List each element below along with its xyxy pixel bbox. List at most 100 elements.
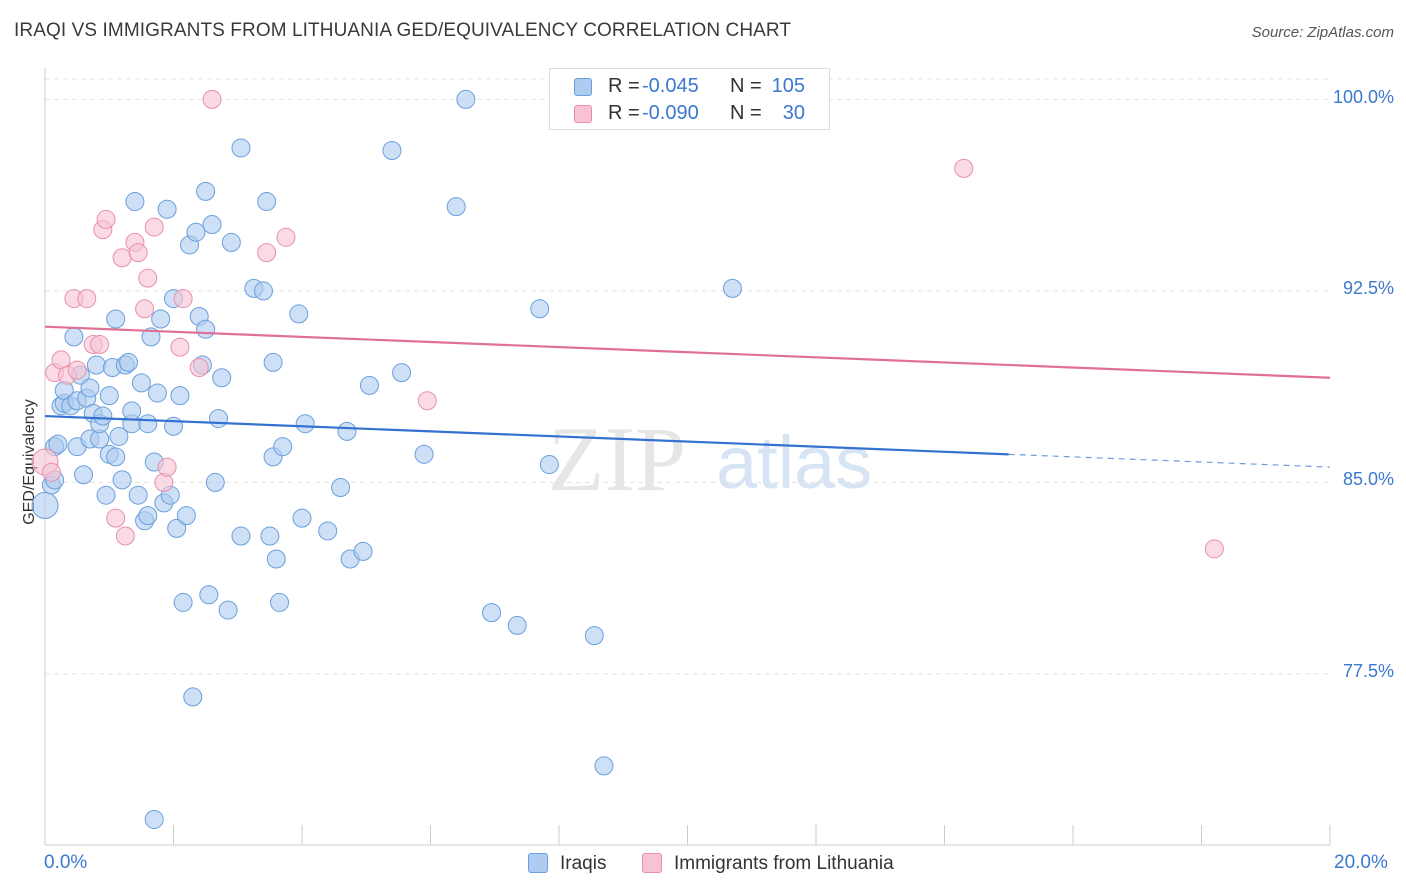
iraqis-points xyxy=(31,89,742,829)
data-point xyxy=(331,478,351,498)
data-point xyxy=(273,437,293,457)
data-point xyxy=(257,243,277,263)
data-point xyxy=(119,352,139,372)
data-point xyxy=(218,600,238,620)
data-point xyxy=(318,521,338,541)
legend-n-value: 105 xyxy=(771,75,805,97)
data-point xyxy=(196,319,216,339)
data-point xyxy=(112,470,132,490)
grid-lines xyxy=(45,78,1330,675)
data-point xyxy=(482,603,502,623)
data-point xyxy=(109,426,129,446)
chart-title: IRAQI VS IMMIGRANTS FROM LITHUANIA GED/E… xyxy=(14,20,792,41)
data-point xyxy=(170,386,190,406)
data-point xyxy=(138,506,158,526)
data-point xyxy=(147,383,167,403)
data-point xyxy=(292,508,312,528)
legend-row-iraqis: R = -0.045 N = 105 xyxy=(550,74,830,100)
source-value: ZipAtlas.com xyxy=(1307,24,1394,41)
legend-r-value: -0.090 xyxy=(642,102,699,124)
data-point xyxy=(270,592,290,612)
data-point xyxy=(112,248,132,268)
data-point xyxy=(176,506,196,526)
data-point xyxy=(41,462,61,482)
data-point xyxy=(157,457,177,477)
data-point xyxy=(530,299,550,319)
legend-r-label: R = xyxy=(608,102,640,124)
data-point xyxy=(263,352,283,372)
data-point xyxy=(141,327,161,347)
data-point xyxy=(221,232,241,252)
data-point xyxy=(337,421,357,441)
trend-line-iraqis-extension xyxy=(1008,453,1331,468)
data-point xyxy=(414,444,434,464)
trend-line-iraqis xyxy=(44,414,1009,456)
y-tick-label-100: 100.0% xyxy=(1332,87,1394,107)
watermark-zip: ZIP xyxy=(548,408,686,510)
data-point xyxy=(199,585,219,605)
data-point xyxy=(289,304,309,324)
watermark-atlas: atlas xyxy=(716,421,872,504)
data-point xyxy=(125,192,145,212)
data-point xyxy=(253,281,273,301)
legend-n-label: N = xyxy=(730,75,762,97)
data-point xyxy=(135,299,155,319)
data-point xyxy=(128,243,148,263)
data-point xyxy=(80,378,100,398)
data-point xyxy=(173,592,193,612)
data-point xyxy=(212,368,232,388)
data-point xyxy=(67,360,87,380)
legend-label-iraqis: Iraqis xyxy=(560,853,607,874)
data-point xyxy=(106,508,126,528)
lithuania-points xyxy=(31,89,1224,559)
data-point xyxy=(189,358,209,378)
data-point xyxy=(392,363,412,383)
data-point xyxy=(144,809,164,829)
data-point xyxy=(295,414,315,434)
legend-swatch-iraqis xyxy=(574,78,592,96)
data-point xyxy=(167,518,187,538)
data-point xyxy=(131,373,151,393)
source-label: Source: xyxy=(1251,24,1304,41)
data-point xyxy=(507,615,527,635)
data-point xyxy=(722,278,742,298)
trend-lines xyxy=(44,325,1331,468)
data-point xyxy=(96,209,116,229)
data-point xyxy=(173,289,193,309)
data-point xyxy=(90,335,110,355)
data-point xyxy=(260,526,280,546)
y-tick-label-77-5: 77.5% xyxy=(1342,661,1394,681)
data-point xyxy=(183,687,203,707)
data-point xyxy=(196,181,216,201)
data-point xyxy=(231,526,251,546)
source-credit: Source: ZipAtlas.com xyxy=(1252,24,1394,41)
data-point xyxy=(93,406,113,426)
data-point xyxy=(138,414,158,434)
data-point xyxy=(96,485,116,505)
data-point xyxy=(74,465,94,485)
x-tick-label-min: 0.0% xyxy=(44,852,88,873)
data-point xyxy=(106,309,126,329)
data-point xyxy=(276,227,296,247)
legend-swatch-lithuania xyxy=(574,105,592,123)
data-point xyxy=(144,217,164,237)
y-tick-label-85: 85.0% xyxy=(1342,469,1394,489)
data-point xyxy=(138,268,158,288)
data-point xyxy=(115,526,135,546)
data-point xyxy=(539,455,559,475)
data-point xyxy=(202,89,222,109)
x-tick-label-max: 20.0% xyxy=(1334,852,1388,873)
data-point xyxy=(353,541,373,561)
data-point xyxy=(382,140,402,160)
data-point xyxy=(266,549,286,569)
data-point xyxy=(128,485,148,505)
data-point xyxy=(106,447,126,467)
data-point xyxy=(954,158,974,178)
data-point xyxy=(186,222,206,242)
data-point xyxy=(417,391,437,411)
legend-n-value: 30 xyxy=(782,102,805,124)
legend-swatch-lithuania xyxy=(642,853,662,873)
watermark: ZIP atlas xyxy=(548,408,872,510)
data-point xyxy=(151,309,171,329)
